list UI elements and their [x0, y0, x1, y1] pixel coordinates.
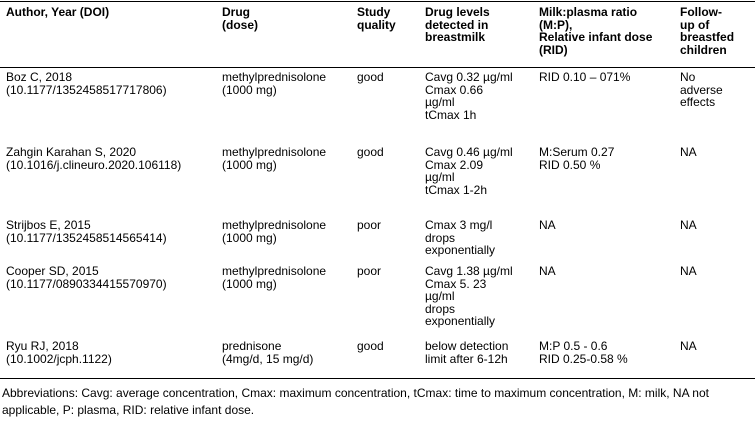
table-row-5-levels: below detection limit after 6-12h — [425, 339, 509, 366]
table-row-3-levels: Cmax 3 mg/l drops exponentially — [425, 218, 496, 258]
table-row-2-ratio: M:Serum 0.27 RID 0.50 % — [539, 145, 615, 172]
table-bottom-rule — [0, 378, 755, 379]
table-row-5-quality: good — [357, 339, 384, 353]
table-row-4-quality: poor — [357, 264, 382, 278]
table-row-5-followup: NA — [680, 339, 697, 353]
table-row-1-ratio: RID 0.10 – 071% — [539, 70, 631, 84]
table-row-3-ratio: NA — [539, 218, 556, 232]
table-row-1-drug: methylprednisolone (1000 mg) — [222, 70, 327, 97]
table-row-2-drug: methylprednisolone (1000 mg) — [222, 145, 327, 172]
table-row-4-followup: NA — [680, 264, 697, 278]
abbreviations-footnote: Abbreviations: Cavg: average concentrati… — [2, 386, 709, 417]
table-row-1-followup: No adverse effects — [680, 70, 723, 110]
header-quality: Study quality — [357, 5, 396, 32]
table-top-rule — [0, 1, 755, 2]
table-row-4-drug: methylprednisolone (1000 mg) — [222, 264, 327, 291]
table-row-3-drug: methylprednisolone (1000 mg) — [222, 218, 327, 245]
header-drug: Drug (dose) — [222, 5, 258, 32]
table-row-3-followup: NA — [680, 218, 697, 232]
header-drug-levels: Drug levels detected in breastmilk — [425, 5, 490, 45]
table-row-1-quality: good — [357, 70, 384, 84]
table-row-2-levels: Cavg 0.46 µg/ml Cmax 2.09 µg/ml tCmax 1-… — [425, 145, 513, 197]
table-row-4-author: Cooper SD, 2015 (10.1177/089033441557097… — [6, 264, 167, 291]
header-ratio: Milk:plasma ratio (M:P), Relative infant… — [539, 5, 653, 57]
header-author: Author, Year (DOI) — [6, 5, 110, 19]
table-row-4-levels: Cavg 1.38 µg/ml Cmax 5. 23 µg/ml drops e… — [425, 264, 513, 329]
table-row-4-ratio: NA — [539, 264, 556, 278]
header-bottom-rule — [0, 67, 755, 68]
table-row-2-quality: good — [357, 145, 384, 159]
table-row-5-drug: prednisone (4mg/d, 15 mg/d) — [222, 339, 314, 366]
header-followup: Follow- up of breastfed children — [680, 5, 735, 57]
table-row-2-followup: NA — [680, 145, 697, 159]
table-row-1-author: Boz C, 2018 (10.1177/1352458517717806) — [6, 70, 167, 97]
table-row-3-quality: poor — [357, 218, 382, 232]
table-row-3-author: Strijbos E, 2015 (10.1177/13524585145654… — [6, 218, 167, 245]
table-row-5-ratio: M:P 0.5 - 0.6 RID 0.25-0.58 % — [539, 339, 628, 366]
table-row-1-levels: Cavg 0.32 µg/ml Cmax 0.66 µg/ml tCmax 1h — [425, 70, 513, 122]
table-row-5-author: Ryu RJ, 2018 (10.1002/jcph.1122) — [6, 339, 112, 366]
table-row-2-author: Zahgin Karahan S, 2020 (10.1016/j.clineu… — [6, 145, 182, 172]
